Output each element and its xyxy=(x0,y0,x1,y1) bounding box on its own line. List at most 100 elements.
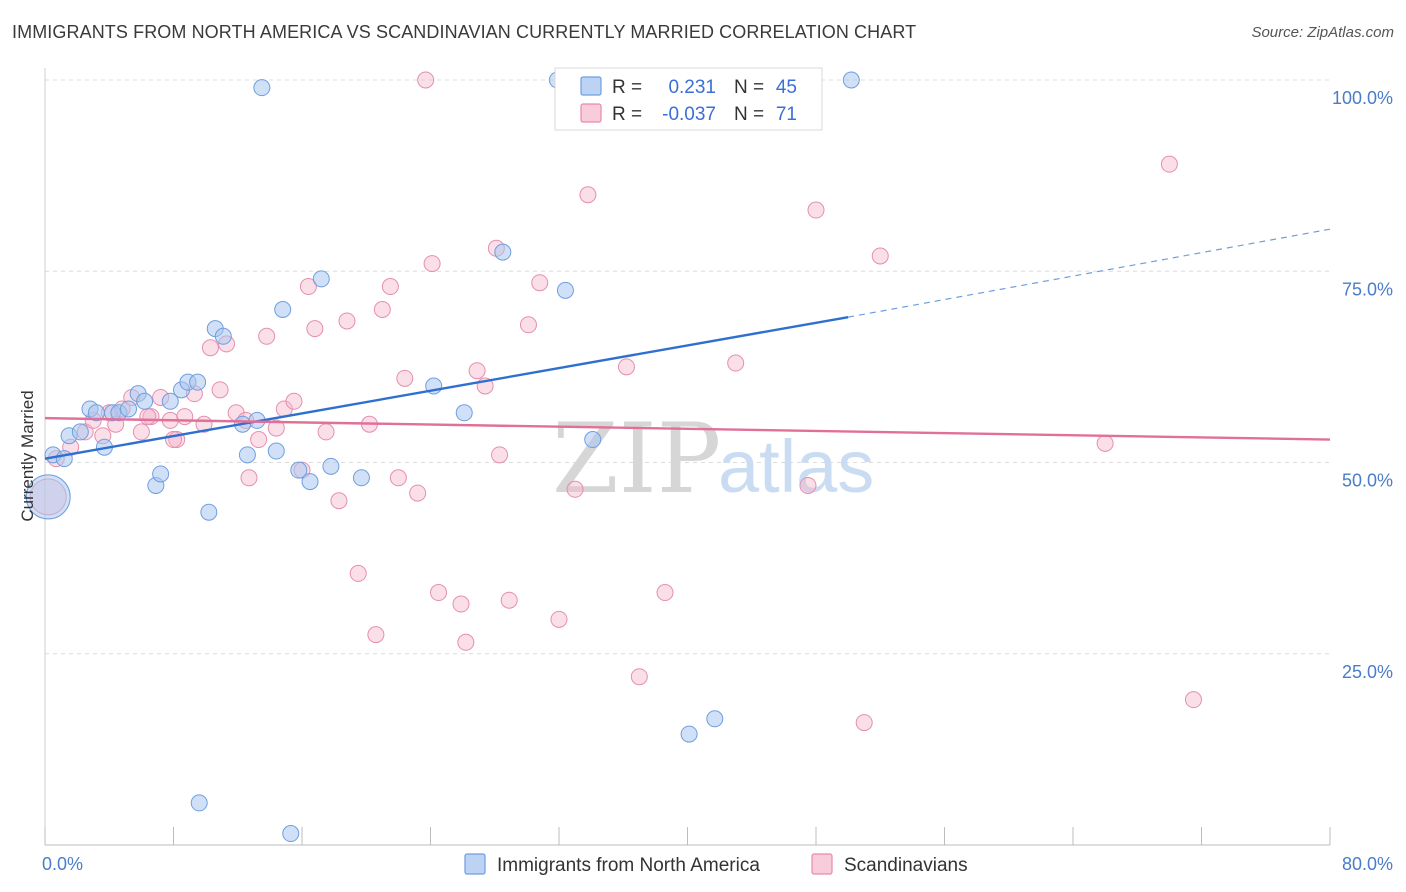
stats-n-value-blue: 45 xyxy=(776,77,797,98)
point-north-america xyxy=(842,71,860,89)
point-north-america xyxy=(200,503,218,521)
legend-swatch-scandinavians xyxy=(811,853,833,875)
point-scandinavians xyxy=(799,476,817,494)
trend-lines xyxy=(44,228,1331,460)
point-scandinavians xyxy=(656,584,674,602)
stats-legend: R = 0.231 N = 45 R = -0.037 N = 71 xyxy=(554,67,823,131)
point-scandinavians xyxy=(258,327,276,345)
point-scandinavians xyxy=(299,278,317,296)
point-scandinavians xyxy=(871,247,889,265)
point-scandinavians xyxy=(1184,691,1202,709)
point-north-america xyxy=(706,710,724,728)
point-scandinavians xyxy=(457,633,475,651)
point-north-america xyxy=(214,327,232,345)
stats-r-value-blue: 0.231 xyxy=(668,77,716,98)
point-scandinavians xyxy=(211,381,229,399)
point-north-america xyxy=(189,373,207,391)
point-north-america xyxy=(312,270,330,288)
point-north-america xyxy=(71,423,89,441)
point-scandinavians xyxy=(338,312,356,330)
point-north-america xyxy=(161,392,179,410)
point-scandinavians xyxy=(381,278,399,296)
series-scandinavians-points xyxy=(29,71,1202,732)
point-scandinavians xyxy=(317,423,335,441)
point-scandinavians xyxy=(617,358,635,376)
point-north-america xyxy=(455,404,473,422)
point-scandinavians xyxy=(519,316,537,334)
point-scandinavians xyxy=(267,419,285,437)
x-tick-label: 80.0% xyxy=(1342,854,1393,874)
point-scandinavians xyxy=(132,423,150,441)
point-north-america xyxy=(120,400,138,418)
point-north-america xyxy=(290,461,308,479)
point-scandinavians xyxy=(201,339,219,357)
stats-n-label-pink: N = xyxy=(734,104,764,125)
y-tick-label: 100.0% xyxy=(1332,88,1393,108)
point-scandinavians xyxy=(250,431,268,449)
point-scandinavians xyxy=(396,369,414,387)
legend-swatch-north-america xyxy=(464,853,486,875)
tick-labels: 25.0% 50.0% 75.0% 100.0% 0.0% 80.0% xyxy=(42,88,1393,874)
point-north-america xyxy=(267,442,285,460)
point-scandinavians xyxy=(139,408,157,426)
y-tick-label: 50.0% xyxy=(1342,471,1393,491)
gridlines xyxy=(45,79,1330,655)
point-north-america xyxy=(274,301,292,318)
stats-blue-swatch xyxy=(580,76,602,96)
y-tick-label: 75.0% xyxy=(1342,279,1393,299)
stats-r-label-blue: R = xyxy=(612,77,642,98)
point-scandinavians xyxy=(468,362,486,380)
point-scandinavians xyxy=(550,610,568,628)
point-north-america xyxy=(136,392,154,410)
point-scandinavians xyxy=(306,320,324,338)
watermark-zip: ZIP xyxy=(552,403,721,515)
point-north-america xyxy=(190,794,208,812)
watermark: ZIP atlas xyxy=(552,403,874,515)
point-north-america xyxy=(680,725,698,743)
point-north-america xyxy=(253,79,271,97)
point-north-america xyxy=(494,243,512,261)
point-north-america xyxy=(282,825,300,843)
trend-line-north-america-extension xyxy=(848,228,1331,318)
stats-pink-swatch xyxy=(580,103,602,123)
y-tick-label: 25.0% xyxy=(1342,662,1393,682)
point-scandinavians xyxy=(630,668,648,686)
stats-n-value-pink: 71 xyxy=(776,104,797,125)
trend-line-north-america xyxy=(44,315,849,460)
point-scandinavians xyxy=(807,201,825,219)
point-scandinavians xyxy=(409,484,427,502)
point-scandinavians xyxy=(176,408,194,426)
point-scandinavians xyxy=(285,392,303,410)
point-scandinavians xyxy=(349,564,367,582)
point-north-america xyxy=(322,457,340,475)
stats-n-label-blue: N = xyxy=(734,77,764,98)
point-scandinavians xyxy=(373,301,391,318)
source-label: Source: ZipAtlas.com xyxy=(1251,24,1394,41)
point-north-america xyxy=(584,431,602,449)
point-scandinavians xyxy=(452,595,470,613)
legend-label-scandinavians: Scandinavians xyxy=(844,855,968,876)
point-north-america xyxy=(301,473,319,491)
point-scandinavians xyxy=(531,274,549,292)
point-north-america xyxy=(556,281,574,299)
point-scandinavians xyxy=(240,469,258,487)
point-scandinavians xyxy=(500,591,518,609)
chart-title: IMMIGRANTS FROM NORTH AMERICA VS SCANDIN… xyxy=(12,22,917,42)
watermark-atlas: atlas xyxy=(718,425,874,508)
y-axis-label: Currently Married xyxy=(18,390,37,521)
legend-label-north-america: Immigrants from North America xyxy=(497,855,760,876)
point-north-america xyxy=(352,469,370,487)
point-north-america xyxy=(152,465,170,483)
point-scandinavians xyxy=(491,446,509,464)
series-north-america-points xyxy=(25,71,860,843)
trend-line-scandinavians xyxy=(44,416,1331,441)
point-scandinavians xyxy=(1096,434,1114,452)
point-scandinavians xyxy=(423,255,441,273)
point-scandinavians xyxy=(727,354,745,372)
stats-r-value-pink: -0.037 xyxy=(662,104,716,125)
point-scandinavians xyxy=(579,186,597,204)
stats-r-label-pink: R = xyxy=(612,104,642,125)
point-scandinavians xyxy=(417,71,435,89)
x-tick-label: 0.0% xyxy=(42,854,83,874)
